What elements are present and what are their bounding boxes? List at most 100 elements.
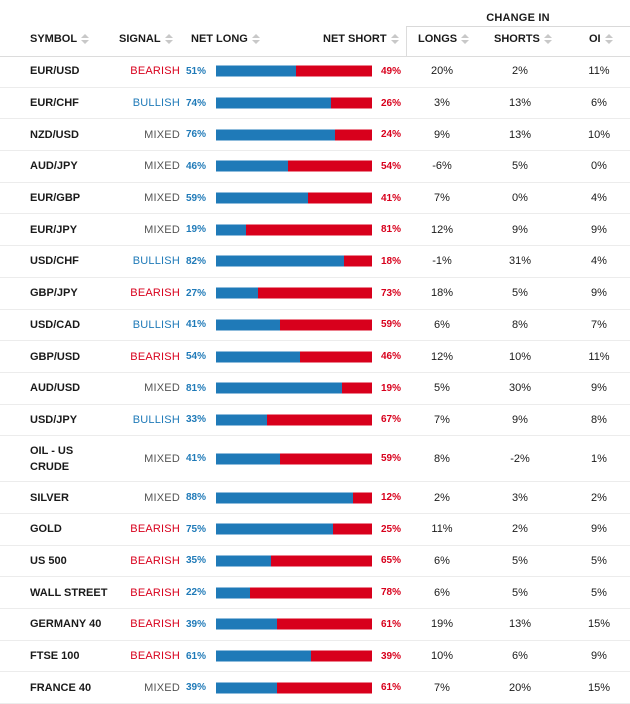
change-longs-cell: 9% xyxy=(434,128,450,141)
signal-header-label: SIGNAL xyxy=(119,33,161,45)
symbol-cell[interactable]: EUR/GBP xyxy=(30,192,81,205)
sort-icon[interactable] xyxy=(461,33,470,45)
sort-icon[interactable] xyxy=(604,33,613,45)
table-row[interactable]: US 500 BEARISH 35% 65% 6% 5% 5% xyxy=(0,546,630,578)
net-short-percent: 25% xyxy=(380,523,401,535)
signal-cell: MIXED xyxy=(144,128,180,141)
signal-cell: BEARISH xyxy=(130,554,180,567)
symbol-cell[interactable]: USD/JPY xyxy=(30,413,78,426)
table-row[interactable]: SILVER MIXED 88% 12% 2% 3% 2% xyxy=(0,482,630,514)
table-row[interactable]: USD/CAD BULLISH 41% 59% 6% 8% 7% xyxy=(0,310,630,342)
symbol-cell[interactable]: GBP/JPY xyxy=(30,287,78,300)
symbol-cell[interactable]: EUR/CHF xyxy=(30,97,79,110)
table-row[interactable]: NZD/USD MIXED 76% 24% 9% 13% 10% xyxy=(0,119,630,152)
table-row[interactable]: FTSE 100 BEARISH 61% 39% 10% 6% 9% xyxy=(0,641,630,673)
net-short-percent: 78% xyxy=(380,587,401,599)
change-in-title: CHANGE IN xyxy=(486,12,550,24)
change-longs-cell: -6% xyxy=(432,160,452,173)
change-shorts-cell: 9% xyxy=(512,223,528,236)
table-row[interactable]: EUR/USD BEARISH 51% 49% 20% 2% 11% xyxy=(0,56,630,88)
sort-icon[interactable] xyxy=(164,33,173,45)
table-row[interactable]: AUD/JPY MIXED 46% 54% -6% 5% 0% xyxy=(0,151,630,183)
net-long-percent: 22% xyxy=(185,587,206,599)
net-long-percent: 39% xyxy=(185,618,206,630)
table-row[interactable]: GBP/USD BEARISH 54% 46% 12% 10% 11% xyxy=(0,341,630,373)
net-short-bar xyxy=(270,555,372,567)
net-long-percent: 46% xyxy=(185,160,206,172)
symbol-cell[interactable]: AUD/USD xyxy=(30,382,81,395)
net-short-bar xyxy=(333,523,372,535)
table-row[interactable]: AUD/USD MIXED 81% 19% 5% 30% 9% xyxy=(0,373,630,405)
table-row[interactable]: EUR/GBP MIXED 59% 41% 7% 0% 4% xyxy=(0,183,630,215)
change-longs-cell: 10% xyxy=(430,650,454,663)
symbol-cell[interactable]: SILVER xyxy=(30,491,69,504)
symbol-cell[interactable]: WALL STREET xyxy=(30,586,108,599)
symbol-cell[interactable]: GBP/USD xyxy=(30,350,81,363)
net-long-bar xyxy=(216,192,309,204)
symbol-cell[interactable]: FTSE 100 xyxy=(30,650,80,663)
shorts-header[interactable]: SHORTS xyxy=(494,33,552,45)
net-long-percent: 41% xyxy=(185,453,206,465)
net-short-header[interactable]: NET SHORT xyxy=(323,33,399,45)
change-shorts-cell: 3% xyxy=(512,491,528,504)
symbol-cell[interactable]: USD/CAD xyxy=(30,318,81,331)
change-longs-cell: -1% xyxy=(432,255,452,268)
symbol-cell[interactable]: OIL - US CRUDE xyxy=(30,444,74,473)
net-short-percent: 24% xyxy=(380,129,401,141)
table-row[interactable]: USD/CHF BULLISH 82% 18% -1% 31% 4% xyxy=(0,246,630,278)
net-long-bar xyxy=(216,382,343,394)
net-short-percent: 59% xyxy=(380,319,401,331)
sentiment-bar xyxy=(216,97,372,109)
sentiment-table-body: EUR/USD BEARISH 51% 49% 20% 2% 11% EUR/CHF BULLI… xyxy=(0,56,630,704)
net-short-percent: 26% xyxy=(380,97,401,109)
sort-icon[interactable] xyxy=(543,33,552,45)
change-shorts-cell: 5% xyxy=(512,287,528,300)
net-long-percent: 33% xyxy=(185,414,206,426)
change-longs-cell: 6% xyxy=(434,318,450,331)
net-long-bar xyxy=(216,650,312,662)
change-oi-cell: 15% xyxy=(587,618,611,631)
oi-header[interactable]: OI xyxy=(589,33,613,45)
table-row[interactable]: EUR/JPY MIXED 19% 81% 12% 9% 9% xyxy=(0,214,630,247)
symbol-cell[interactable]: EUR/USD xyxy=(30,65,80,78)
net-long-percent: 54% xyxy=(185,351,206,363)
symbol-cell[interactable]: US 500 xyxy=(30,554,67,567)
symbol-cell[interactable]: EUR/JPY xyxy=(30,223,78,236)
longs-header[interactable]: LONGS xyxy=(418,33,470,45)
sentiment-bar xyxy=(216,682,372,694)
sort-icon[interactable] xyxy=(81,33,90,45)
sort-icon[interactable] xyxy=(251,33,260,45)
net-long-percent: 39% xyxy=(185,682,206,694)
sort-icon[interactable] xyxy=(390,33,399,45)
net-short-percent: 67% xyxy=(380,414,401,426)
symbol-cell[interactable]: FRANCE 40 xyxy=(30,681,92,694)
table-row[interactable]: FRANCE 40 MIXED 39% 61% 7% 20% 15% xyxy=(0,672,630,704)
sentiment-bar xyxy=(216,587,372,599)
net-short-bar xyxy=(276,682,372,694)
table-row[interactable]: WALL STREET BEARISH 22% 78% 6% 5% 5% xyxy=(0,577,630,609)
table-row[interactable]: GBP/JPY BEARISH 27% 73% 18% 5% 9% xyxy=(0,278,630,310)
table-row[interactable]: GOLD BEARISH 75% 25% 11% 2% 9% xyxy=(0,514,630,546)
change-shorts-cell: 30% xyxy=(508,382,532,395)
sentiment-bar xyxy=(216,224,372,236)
net-long-percent: 51% xyxy=(185,65,206,77)
signal-header[interactable]: SIGNAL xyxy=(119,33,173,45)
symbol-header[interactable]: SYMBOL xyxy=(30,33,90,45)
table-row[interactable]: USD/JPY BULLISH 33% 67% 7% 9% 8% xyxy=(0,405,630,437)
symbol-cell[interactable]: AUD/JPY xyxy=(30,160,78,173)
net-short-bar xyxy=(334,129,372,141)
table-row[interactable]: OIL - US CRUDE MIXED 41% 59% 8% -2% 1% xyxy=(0,436,630,483)
symbol-cell[interactable]: NZD/USD xyxy=(30,128,79,141)
table-row[interactable]: GERMANY 40 BEARISH 39% 61% 19% 13% 15% xyxy=(0,609,630,641)
change-shorts-cell: 20% xyxy=(508,681,532,694)
net-long-header[interactable]: NET LONG xyxy=(191,33,260,45)
net-short-percent: 61% xyxy=(380,618,401,630)
symbol-cell[interactable]: GERMANY 40 xyxy=(30,618,102,631)
change-longs-cell: 7% xyxy=(434,192,450,205)
change-oi-cell: 9% xyxy=(591,223,607,236)
table-row[interactable]: EUR/CHF BULLISH 74% 26% 3% 13% 6% xyxy=(0,88,630,120)
symbol-cell[interactable]: GOLD xyxy=(30,523,62,536)
symbol-cell[interactable]: USD/CHF xyxy=(30,255,79,268)
change-oi-cell: 11% xyxy=(588,65,610,78)
change-longs-cell: 6% xyxy=(434,586,450,599)
